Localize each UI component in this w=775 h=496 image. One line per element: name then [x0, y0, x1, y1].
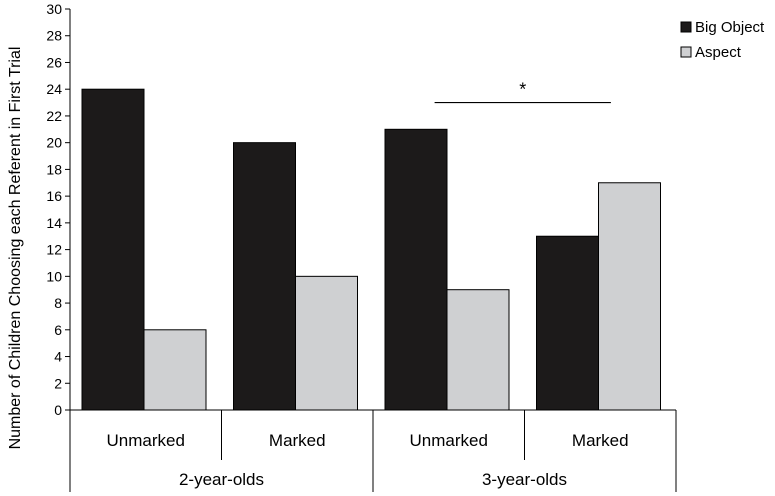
- y-tick-label: 26: [46, 54, 62, 70]
- category-label: Marked: [269, 431, 326, 450]
- bar-big-object: [81, 88, 145, 411]
- legend: Big Object Aspect: [680, 19, 765, 61]
- y-tick-label: 6: [54, 322, 62, 338]
- annotations: *: [434, 80, 611, 104]
- y-tick-label: 18: [46, 161, 62, 177]
- bar-aspect: [598, 182, 661, 411]
- legend-swatch: [680, 46, 692, 58]
- legend-label: Aspect: [695, 44, 742, 61]
- y-tick-label: 8: [54, 295, 62, 311]
- y-tick-label: 12: [46, 242, 62, 258]
- y-axis-label: Number of Children Choosing each Referen…: [7, 47, 24, 450]
- significance-marker: *: [519, 80, 526, 100]
- y-tick-label: 4: [54, 349, 62, 365]
- bars: [81, 88, 661, 411]
- y-tick-label: 0: [54, 402, 62, 418]
- category-label: Unmarked: [107, 431, 185, 450]
- y-tick-label: 20: [46, 135, 62, 151]
- category-label: Unmarked: [410, 431, 488, 450]
- bar-aspect: [446, 289, 510, 411]
- group-label: 2-year-olds: [179, 470, 264, 489]
- y-tick-label: 30: [46, 1, 62, 17]
- bar-aspect: [143, 329, 207, 411]
- category-label: Marked: [572, 431, 629, 450]
- y-tick-label: 14: [46, 215, 62, 231]
- bar-big-object: [536, 235, 599, 411]
- bar-big-object: [233, 142, 296, 411]
- y-tick-label: 22: [46, 108, 62, 124]
- bar-big-object: [384, 128, 448, 411]
- legend-swatch: [680, 21, 692, 33]
- y-tick-label: 24: [46, 81, 62, 97]
- y-tick-label: 10: [46, 268, 62, 284]
- y-tick-label: 16: [46, 188, 62, 204]
- y-tick-label: 28: [46, 28, 62, 44]
- group-label: 3-year-olds: [482, 470, 567, 489]
- legend-label: Big Object: [695, 19, 765, 36]
- y-tick-label: 2: [54, 375, 62, 391]
- bar-aspect: [295, 275, 358, 411]
- x-axis: Unmarked Marked Unmarked Marked 2-year-olds 3…: [69, 409, 677, 492]
